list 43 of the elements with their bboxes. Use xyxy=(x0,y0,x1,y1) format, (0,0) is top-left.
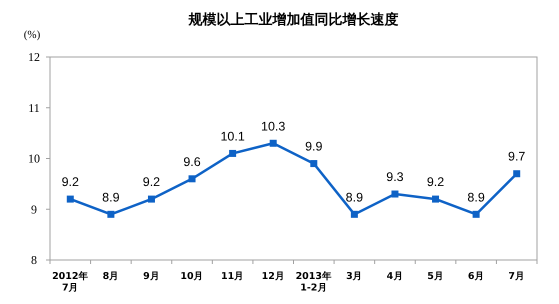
point xyxy=(350,210,358,218)
x-tick-label: 11月 xyxy=(221,271,244,282)
chart-title: 规模以上工业增加值同比增长速度 xyxy=(188,11,398,28)
point xyxy=(391,190,398,198)
point xyxy=(66,196,74,203)
data-label: 10.1 xyxy=(220,129,245,144)
data-label: 9.9 xyxy=(305,140,323,154)
y-tick-label: 11 xyxy=(28,100,40,115)
data-label: 9.6 xyxy=(183,154,201,169)
y-tick-label: 12 xyxy=(28,50,40,64)
data-label: 9.2 xyxy=(426,175,444,190)
data-label: 9.7 xyxy=(508,150,526,164)
x-tick-label: 6月 xyxy=(468,271,484,282)
data-label: 9.2 xyxy=(62,175,80,190)
data-label: 9.2 xyxy=(142,175,160,190)
y-tick-label: 8 xyxy=(31,253,37,267)
x-tick-label: 5月 xyxy=(427,271,444,282)
point xyxy=(310,160,318,168)
x-tick-label: 7月 xyxy=(508,271,526,282)
point xyxy=(513,170,520,178)
data-label: 8.9 xyxy=(467,190,485,204)
x-tick-label: 3月 xyxy=(346,271,363,282)
data-label: 9.3 xyxy=(386,170,404,184)
y-axis-title: (%) xyxy=(24,29,41,41)
x-tick-label: 2013年 1-2月 xyxy=(296,270,332,294)
x-tick-label: 9月 xyxy=(143,271,160,282)
x-tick-label: 4月 xyxy=(386,271,404,282)
point xyxy=(188,175,196,182)
y-tick-label: 9 xyxy=(31,202,37,216)
data-label: 8.9 xyxy=(102,190,120,204)
point xyxy=(107,210,114,218)
point xyxy=(270,140,277,147)
point xyxy=(229,150,236,157)
data-label: 8.9 xyxy=(346,190,364,204)
point xyxy=(148,196,155,203)
data-label: 10.3 xyxy=(261,119,286,134)
x-tick-label: 2012年 7月 xyxy=(52,270,89,294)
x-tick-label: 12月 xyxy=(262,271,285,282)
x-tick-label: 8月 xyxy=(102,271,120,282)
point xyxy=(432,196,440,203)
point xyxy=(472,210,480,218)
x-tick-label: 10月 xyxy=(180,271,204,282)
y-tick-label: 10 xyxy=(28,152,40,166)
